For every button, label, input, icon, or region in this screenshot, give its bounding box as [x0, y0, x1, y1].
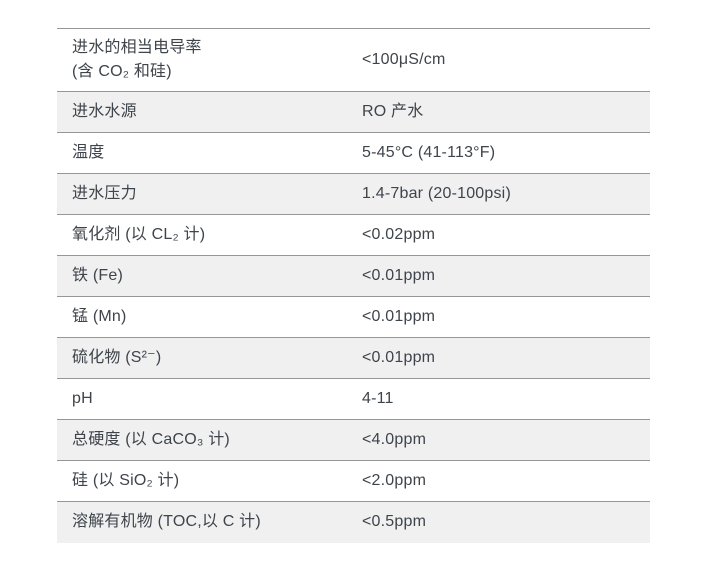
spec-parameter-label: 温度	[72, 144, 105, 161]
spec-table-row: 氧化剂 (以 CL₂ 计) <0.02ppm	[57, 214, 650, 256]
spec-parameter-label: 总硬度 (以 CaCO₃ 计)	[72, 431, 230, 448]
spec-parameter-label: 进水压力	[72, 185, 137, 202]
spec-table-row: 进水水源 RO 产水	[57, 91, 650, 133]
spec-parameter-label: 锰 (Mn)	[72, 308, 127, 325]
spec-parameter-label: 氧化剂 (以 CL₂ 计)	[72, 226, 206, 243]
spec-table-row: 铁 (Fe) <0.01ppm	[57, 255, 650, 297]
spec-parameter-label: 硫化物 (S²⁻)	[72, 349, 162, 366]
spec-table-row: 进水的相当电导率 (含 CO₂ 和硅) <100μS/cm	[57, 28, 650, 92]
spec-requirement-value: <0.01ppm	[362, 267, 436, 284]
spec-parameter-label: 进水的相当电导率 (含 CO₂ 和硅)	[72, 39, 202, 80]
spec-requirement-value: 5-45°C (41-113°F)	[362, 144, 496, 161]
spec-table-row: 进水压力 1.4-7bar (20-100psi)	[57, 173, 650, 215]
spec-requirement-value: <0.01ppm	[362, 308, 436, 325]
spec-table-row: 锰 (Mn) <0.01ppm	[57, 296, 650, 338]
spec-parameter-label: 硅 (以 SiO₂ 计)	[72, 472, 180, 489]
spec-requirement-value: RO 产水	[362, 103, 424, 120]
spec-table-row: 总硬度 (以 CaCO₃ 计) <4.0ppm	[57, 419, 650, 461]
spec-requirement-value: 4-11	[362, 390, 394, 407]
spec-requirement-value: <0.5ppm	[362, 513, 427, 531]
spec-requirement-value: 1.4-7bar (20-100psi)	[362, 185, 511, 202]
spec-requirement-value: <0.01ppm	[362, 349, 436, 366]
spec-table-row: pH 4-11	[57, 378, 650, 420]
spec-parameter-label: 进水水源	[72, 103, 137, 120]
feed-water-spec-table: 进水的相当电导率 (含 CO₂ 和硅) <100μS/cm 进水水源 RO 产水…	[57, 28, 650, 543]
spec-requirement-value: <100μS/cm	[362, 51, 446, 68]
spec-table-row: 硅 (以 SiO₂ 计) <2.0ppm	[57, 460, 650, 502]
spec-parameter-label: pH	[72, 390, 93, 407]
spec-parameter-label: 铁 (Fe)	[72, 267, 123, 284]
spec-table-row: 溶解有机物 (TOC,以 C 计) <0.5ppm	[57, 501, 650, 543]
spec-table-body: 进水的相当电导率 (含 CO₂ 和硅) <100μS/cm 进水水源 RO 产水…	[57, 28, 650, 543]
spec-requirement-value: <4.0ppm	[362, 431, 427, 448]
spec-parameter-label: 溶解有机物 (TOC,以 C 计)	[72, 513, 261, 531]
spec-requirement-value: <0.02ppm	[362, 226, 436, 243]
spec-table-row: 温度 5-45°C (41-113°F)	[57, 132, 650, 174]
spec-requirement-value: <2.0ppm	[362, 472, 427, 489]
spec-table-row: 硫化物 (S²⁻) <0.01ppm	[57, 337, 650, 379]
